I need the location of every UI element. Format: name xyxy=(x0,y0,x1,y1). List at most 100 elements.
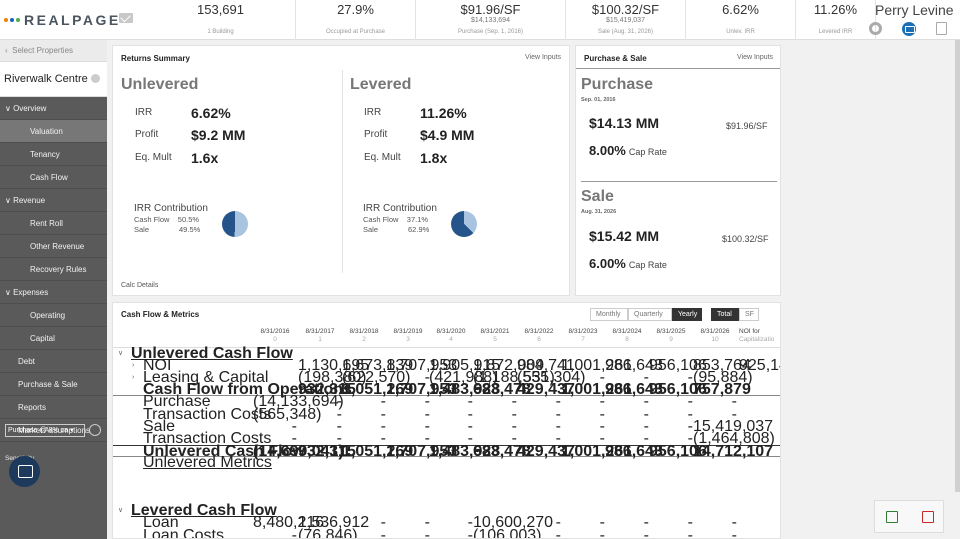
sidebar-item-recovery-rules[interactable]: Recovery Rules xyxy=(0,258,107,281)
sidebar-item-operating[interactable]: Operating xyxy=(0,304,107,327)
table-cell: - xyxy=(599,526,605,539)
header-metric: 27.9% Occupied at Purchase xyxy=(296,0,416,40)
table-cell: - xyxy=(687,526,693,539)
gear-icon[interactable] xyxy=(869,22,882,35)
row-label[interactable]: Unlevered Metrics xyxy=(143,453,272,471)
collapse-icon[interactable]: ∨ xyxy=(118,350,124,357)
realpage-logo[interactable]: REALPAGE xyxy=(4,11,121,29)
expand-icon[interactable]: › xyxy=(132,362,135,370)
expand-icon[interactable]: › xyxy=(132,374,135,382)
sidebar-item-cash-flow[interactable]: Cash Flow xyxy=(0,166,107,189)
view-inputs-link[interactable]: View Inputs xyxy=(737,54,774,61)
table-cell: - xyxy=(643,429,649,447)
tab-quarterly[interactable]: Quarterly xyxy=(628,308,672,321)
purchase-sale-panel: Purchase & Sale View Inputs Purchase Sep… xyxy=(575,45,781,296)
sidebar-item-label: Rent Roll xyxy=(30,219,63,228)
sidebar-item-capital[interactable]: Capital xyxy=(0,327,107,350)
sidebar-item-purchase-sale[interactable]: Purchase & Sale xyxy=(0,373,107,396)
table-row: Unlevered Cash Flow (14,699,041) 932,315 1,… xyxy=(113,442,780,460)
sale-cap-rate: 6.00% Cap Rate xyxy=(589,256,667,271)
table-row: ∨ Unlevered Cash Flow xyxy=(113,345,780,362)
table-row: Transaction Costs (565,348) - - - - - - - - - - xyxy=(113,406,780,422)
table-cell: 956,106 xyxy=(649,442,707,460)
sidebar-item-rent-roll[interactable]: Rent Roll xyxy=(0,212,107,235)
row-label: Purchase xyxy=(143,393,211,411)
row-label[interactable]: NOI xyxy=(143,357,172,375)
table-cell: 986,643 xyxy=(605,381,663,399)
calc-details-link[interactable]: Calc Details xyxy=(121,282,159,289)
help-chat-button[interactable] xyxy=(9,456,40,487)
sidebar-item-tenancy[interactable]: Tenancy xyxy=(0,143,107,166)
header-metric: 11.26% Levered IRR xyxy=(796,0,876,40)
tab-total[interactable]: Total xyxy=(711,308,739,321)
table-cell: - xyxy=(511,393,517,411)
sensitivity-edit-icon[interactable] xyxy=(89,424,101,436)
table-cell: - xyxy=(599,369,605,387)
tab-yearly[interactable]: Yearly xyxy=(672,308,702,321)
purchase-date: Sep. 01, 2016 xyxy=(581,97,616,103)
metric-label: Levered IRR xyxy=(818,29,853,35)
pdf-export-icon[interactable] xyxy=(922,511,934,523)
row-label[interactable]: Unlevered Cash Flow xyxy=(131,345,293,362)
levered-sale-row: Sale 62.9% xyxy=(363,225,429,234)
table-row: Cash Flow from Operations 932,315 1,051,26… xyxy=(113,381,780,399)
metric-value: $100.32/SF xyxy=(591,2,660,17)
user-name[interactable]: Perry Levine xyxy=(875,2,954,18)
table-cell: - xyxy=(599,429,605,447)
sidebar-item-debt[interactable]: Debt xyxy=(0,350,107,373)
table-cell: - xyxy=(380,526,386,539)
chat-icon[interactable] xyxy=(902,22,916,36)
cash-flow-panel: Cash Flow & Metrics Monthly Quarterly Year… xyxy=(112,302,781,539)
table-cell: 8,480,216 xyxy=(253,514,325,532)
row-label: Unlevered Cash Flow xyxy=(143,442,305,460)
table-cell: - xyxy=(291,429,297,447)
property-name[interactable]: Riverwalk Centre xyxy=(0,62,107,97)
column-date: 8/31/2018 xyxy=(349,328,379,335)
column-date: 8/31/2023 xyxy=(568,328,598,335)
header-metric: $100.32/SF $15,419,037 Sale (Aug. 31, 2026… xyxy=(566,0,686,40)
tab-monthly[interactable]: Monthly xyxy=(590,308,628,321)
column-date: 8/31/2025 xyxy=(656,328,686,335)
sidebar-item-reports[interactable]: Reports xyxy=(0,396,107,419)
sidebar-item-expenses[interactable]: ∨ Expenses xyxy=(0,281,107,304)
collapse-icon[interactable]: ∨ xyxy=(118,507,124,515)
edit-icon[interactable] xyxy=(90,74,100,83)
cap-rate-label: Cap Rate xyxy=(628,147,667,157)
mail-icon[interactable] xyxy=(119,13,133,23)
row-label: Loan Costs xyxy=(143,526,224,539)
property-name-label: Riverwalk Centre xyxy=(4,73,88,85)
select-properties-link[interactable]: ‹ Select Properties xyxy=(0,40,107,62)
divider xyxy=(576,68,780,69)
page-scrollbar[interactable] xyxy=(955,40,960,492)
table-cell: - xyxy=(555,514,561,532)
tab-sf[interactable]: SF xyxy=(739,308,759,321)
levered-irr-label: IRR xyxy=(364,107,382,118)
column-date: 8/31/2026 xyxy=(700,328,730,335)
sale-label: Sale xyxy=(363,225,379,234)
view-inputs-link[interactable]: View Inputs xyxy=(525,54,562,61)
sidebar-item-market-assumptions[interactable]: Market Assumptions xyxy=(0,419,107,442)
excel-export-icon[interactable] xyxy=(886,511,898,523)
table-cell: - xyxy=(687,514,693,532)
sensitivity-select[interactable]: Purchase @ 8% ca ▾ xyxy=(5,424,85,437)
sidebar-item-label: Valuation xyxy=(30,127,63,136)
table-cell: - xyxy=(380,417,386,435)
sale-price: $15.42 MM xyxy=(589,228,660,244)
row-label[interactable]: Levered Cash Flow xyxy=(131,502,277,520)
returns-summary-title: Returns Summary xyxy=(121,54,190,63)
sidebar: ‹ Select Properties Riverwalk Centre ∨ O… xyxy=(0,40,107,539)
row-label[interactable]: Leasing & Capital xyxy=(143,369,269,387)
sidebar-item-valuation[interactable]: Valuation xyxy=(0,120,107,143)
logout-icon[interactable] xyxy=(936,22,947,35)
sidebar-item-other-revenue[interactable]: Other Revenue xyxy=(0,235,107,258)
table-cell: (106,003) xyxy=(473,526,542,539)
levered-mult-label: Eq. Mult xyxy=(364,152,401,163)
table-cell: - xyxy=(467,417,473,435)
table-row: Unlevered Metrics xyxy=(113,453,780,471)
sidebar-item-revenue[interactable]: ∨ Revenue xyxy=(0,189,107,212)
column-index: 4 xyxy=(449,336,453,343)
column-header: NOI for Capitalizatio xyxy=(739,328,780,344)
table-cell: - xyxy=(380,393,386,411)
sidebar-item-overview[interactable]: ∨ Overview xyxy=(0,97,107,120)
chevron-down-icon: ∨ xyxy=(5,196,14,205)
